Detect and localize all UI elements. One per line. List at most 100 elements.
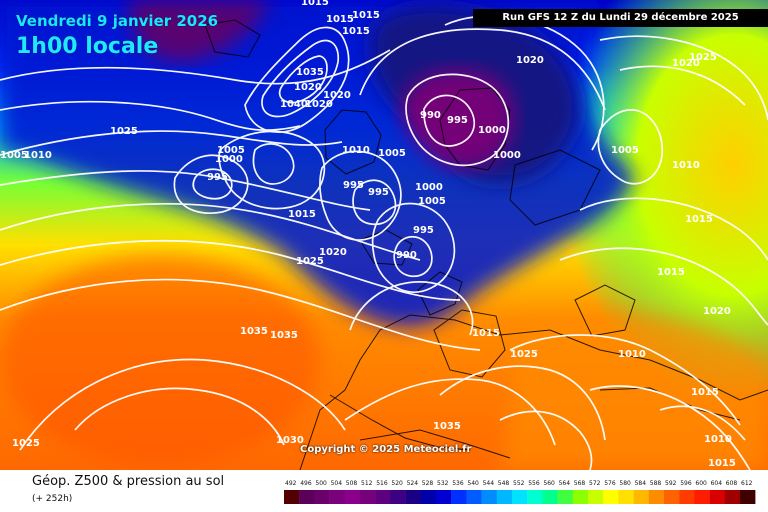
pressure-label: 1000 — [215, 154, 243, 165]
pressure-label: 1000 — [415, 182, 443, 193]
model-run-info: Run GFS 12 Z du Lundi 29 décembre 2025 — [473, 9, 768, 27]
pressure-label: 1025 — [510, 349, 538, 360]
pressure-label: 1025 — [110, 126, 138, 137]
legend-color-swatch — [481, 490, 497, 504]
western-cold-low — [129, 0, 270, 62]
legend-value: 564 — [559, 480, 571, 487]
pressure-label: 1015 — [691, 387, 719, 398]
pressure-label: 1020 — [305, 99, 333, 110]
pressure-label: 1015 — [301, 0, 329, 8]
legend-color-swatch — [603, 490, 619, 504]
pressure-label: 1015 — [352, 10, 380, 21]
legend-value: 524 — [407, 480, 419, 487]
legend-color-swatch — [284, 490, 300, 504]
pressure-label: 1005 — [418, 196, 446, 207]
legend-color-swatch — [420, 490, 437, 504]
pressure-label: 1025 — [296, 256, 324, 267]
legend-color-swatch — [557, 490, 573, 504]
legend-value: 496 — [300, 480, 312, 487]
legend-color-swatch — [390, 490, 406, 504]
pressure-label: 1025 — [12, 438, 40, 449]
pressure-label: 1015 — [685, 214, 713, 225]
pressure-label: 1010 — [618, 349, 646, 360]
product-title: Géop. Z500 & pression au sol — [32, 474, 225, 489]
legend-value: 592 — [665, 480, 677, 487]
pressure-label: 1035 — [240, 326, 268, 337]
legend-value: 576 — [604, 480, 616, 487]
southeast-warm-field — [500, 314, 768, 470]
legend-value: 572 — [589, 480, 601, 487]
legend-value: 492 — [285, 480, 297, 487]
pressure-label: 995 — [343, 180, 364, 191]
legend-value: 560 — [543, 480, 555, 487]
pressure-label: 1000 — [478, 125, 506, 136]
pressure-label: 1015 — [657, 267, 685, 278]
pressure-label: 1030 — [276, 435, 304, 446]
pressure-label: 1020 — [672, 58, 700, 69]
legend-color-swatch — [466, 490, 482, 504]
legend-color-swatch — [648, 490, 665, 504]
legend-value: 552 — [513, 480, 525, 487]
pressure-label: 990 — [420, 110, 441, 121]
legend-value: 600 — [695, 480, 707, 487]
pressure-label: 1010 — [704, 434, 732, 445]
legend-color-swatch — [633, 490, 649, 504]
pressure-label: 1010 — [672, 160, 700, 171]
forecast-hour: (+ 252h) — [32, 494, 73, 504]
pressure-label: 1020 — [319, 247, 347, 258]
legend-value: 588 — [650, 480, 662, 487]
legend-value: 608 — [726, 480, 738, 487]
pressure-label: 1020 — [294, 82, 322, 93]
pressure-label: 1035 — [433, 421, 461, 432]
subtropical-high — [0, 255, 320, 465]
legend-color-swatch — [679, 490, 695, 504]
legend-value: 584 — [635, 480, 647, 487]
legend-color-swatch — [405, 490, 421, 504]
legend-value: 544 — [483, 480, 495, 487]
legend-color-swatch — [436, 490, 452, 504]
pressure-label: 1015 — [288, 209, 316, 220]
geopotential-color-legend: 492 496 500 504 508 512 516 520 524 528 532 536 540 5… — [284, 480, 756, 504]
legend-value: 540 — [467, 480, 479, 487]
legend-value: 580 — [619, 480, 631, 487]
legend-value: 504 — [331, 480, 343, 487]
forecast-map: 1015 1015 1015 1015 1035 1020 1020 1040 … — [0, 0, 768, 470]
legend-value: 536 — [452, 480, 464, 487]
pressure-label: 1000 — [493, 150, 521, 161]
isobars — [0, 15, 768, 470]
pressure-label: 1005 — [378, 148, 406, 159]
pressure-label: 995 — [413, 225, 434, 236]
legend-value: 568 — [574, 480, 586, 487]
pressure-label: 1005 — [217, 145, 245, 156]
pressure-label: 1015 — [342, 26, 370, 37]
legend-color-swatch — [527, 490, 543, 504]
pressure-label: 1010 — [24, 150, 52, 161]
pressure-label: 1035 — [270, 330, 298, 341]
legend-value: 500 — [315, 480, 327, 487]
pressure-label: 1010 — [342, 145, 370, 156]
legend-color-swatch — [451, 490, 467, 504]
legend-value: 512 — [361, 480, 373, 487]
legend-value: 604 — [711, 480, 723, 487]
legend-color-swatch — [618, 490, 634, 504]
pressure-label: 1005 — [0, 150, 28, 161]
pressure-label: 1015 — [708, 458, 736, 469]
pressure-label: 995 — [368, 187, 389, 198]
pressure-label: 995 — [447, 115, 468, 126]
pressure-label: 1020 — [703, 306, 731, 317]
legend-color-swatch — [588, 490, 604, 504]
legend-color-swatch — [375, 490, 391, 504]
pressure-label: 990 — [396, 250, 417, 261]
pressure-label: 1020 — [323, 90, 351, 101]
legend-value: 516 — [376, 480, 388, 487]
legend-value: 556 — [528, 480, 540, 487]
legend-value: 612 — [741, 480, 753, 487]
legend-value: 532 — [437, 480, 449, 487]
copyright-notice: Copyright © 2025 Meteociel.fr — [300, 444, 472, 455]
forecast-local-time: 1h00 locale — [16, 34, 159, 59]
legend-value: 520 — [391, 480, 403, 487]
legend-color-swatch — [664, 490, 680, 504]
pressure-label: 1035 — [296, 67, 324, 78]
legend-color-swatch — [694, 490, 710, 504]
